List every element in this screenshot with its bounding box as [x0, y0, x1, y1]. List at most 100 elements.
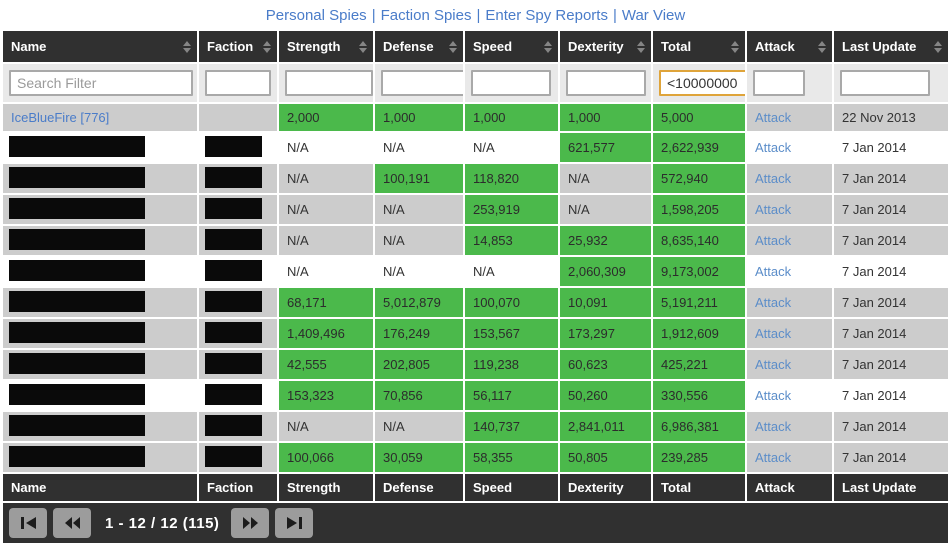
- faction-cell: [199, 412, 277, 441]
- table-row: 1,409,496 176,249 153,567 173,297 1,912,609 A…: [3, 319, 948, 348]
- attack-link[interactable]: Attack: [755, 140, 792, 155]
- filter-cell-name: [3, 64, 197, 102]
- column-header-faction[interactable]: Faction: [199, 31, 277, 62]
- sort-arrows-icon[interactable]: [934, 40, 942, 53]
- name-cell: [3, 443, 197, 472]
- attack-link[interactable]: Attack: [755, 450, 792, 465]
- name-cell: [3, 319, 197, 348]
- stat-cell-dexterity: 2,060,309: [560, 257, 651, 286]
- stat-cell-defense: 5,012,879: [375, 288, 463, 317]
- column-header-speed[interactable]: Speed: [465, 31, 558, 62]
- attack-cell: Attack: [747, 104, 832, 131]
- next-page-button[interactable]: [231, 508, 270, 538]
- attack-link[interactable]: Attack: [755, 264, 792, 279]
- column-header-last-update[interactable]: Last Update: [834, 31, 948, 62]
- filter-input-dexterity[interactable]: [566, 70, 646, 96]
- nav-link-personal-spies[interactable]: Personal Spies: [265, 7, 367, 24]
- attack-link[interactable]: Attack: [755, 326, 792, 341]
- filter-input-name[interactable]: [9, 70, 193, 96]
- stat-cell-total: 8,635,140: [653, 226, 745, 255]
- nav-link-faction-spies[interactable]: Faction Spies: [380, 7, 472, 24]
- stat-cell-dexterity: 60,623: [560, 350, 651, 379]
- filter-cell-attack: [747, 64, 832, 102]
- attack-link[interactable]: Attack: [755, 357, 792, 372]
- sort-arrows-icon[interactable]: [637, 40, 645, 53]
- column-header-name[interactable]: Name: [3, 31, 197, 62]
- stat-cell-dexterity: N/A: [560, 164, 651, 193]
- stat-cell-strength: 2,000: [279, 104, 373, 131]
- last-update-cell: 7 Jan 2014: [834, 195, 948, 224]
- last-update-cell: 7 Jan 2014: [834, 226, 948, 255]
- last-update-cell: 22 Nov 2013: [834, 104, 948, 131]
- stat-cell-dexterity: 621,577: [560, 133, 651, 162]
- stat-cell-speed: N/A: [465, 133, 558, 162]
- sort-arrows-icon[interactable]: [183, 40, 191, 53]
- stat-cell-dexterity: N/A: [560, 195, 651, 224]
- faction-cell: [199, 226, 277, 255]
- table-row: 42,555 202,805 119,238 60,623 425,221 Attack 7…: [3, 350, 948, 379]
- name-cell: [3, 288, 197, 317]
- attack-link[interactable]: Attack: [755, 110, 792, 125]
- redacted-faction: [205, 384, 262, 405]
- sort-arrows-icon[interactable]: [818, 40, 826, 53]
- last-update-cell: 7 Jan 2014: [834, 350, 948, 379]
- stat-cell-dexterity: 25,932: [560, 226, 651, 255]
- filter-input-defense[interactable]: [381, 70, 463, 96]
- faction-cell: [199, 133, 277, 162]
- attack-cell: Attack: [747, 350, 832, 379]
- last-update-cell: 7 Jan 2014: [834, 412, 948, 441]
- faction-cell: [199, 381, 277, 410]
- attack-link[interactable]: Attack: [755, 419, 792, 434]
- attack-link[interactable]: Attack: [755, 388, 792, 403]
- nav-link-war-view[interactable]: War View: [621, 7, 686, 24]
- column-header-strength[interactable]: Strength: [279, 31, 373, 62]
- stat-cell-speed: 56,117: [465, 381, 558, 410]
- stat-cell-strength: N/A: [279, 226, 373, 255]
- stat-cell-total: 5,191,211: [653, 288, 745, 317]
- faction-cell: [199, 443, 277, 472]
- first-page-button[interactable]: [9, 508, 47, 538]
- footer-header-row: Name Faction Strength Defense Speed Dexterity…: [3, 474, 948, 501]
- name-cell: IceBlueFire [776]: [3, 104, 197, 131]
- column-header-label: Dexterity: [568, 39, 624, 54]
- sort-arrows-icon[interactable]: [731, 40, 739, 53]
- redacted-name: [9, 415, 145, 436]
- table-row: IceBlueFire [776] 2,000 1,000 1,000 1,000 5,0…: [3, 104, 948, 131]
- filter-input-speed[interactable]: [471, 70, 551, 96]
- attack-link[interactable]: Attack: [755, 295, 792, 310]
- last-page-button[interactable]: [275, 508, 314, 538]
- sort-arrows-icon[interactable]: [359, 40, 367, 53]
- stat-cell-strength: N/A: [279, 195, 373, 224]
- footer-column-strength: Strength: [279, 474, 373, 501]
- stat-cell-speed: 14,853: [465, 226, 558, 255]
- filter-input-faction[interactable]: [205, 70, 271, 96]
- filter-input-last-update[interactable]: [840, 70, 930, 96]
- stat-cell-strength: N/A: [279, 412, 373, 441]
- attack-link[interactable]: Attack: [755, 233, 792, 248]
- sort-arrows-icon[interactable]: [544, 40, 552, 53]
- previous-page-button[interactable]: [53, 508, 91, 538]
- column-header-total[interactable]: Total: [653, 31, 745, 62]
- attack-link[interactable]: Attack: [755, 202, 792, 217]
- filter-cell-faction: [199, 64, 277, 102]
- stat-cell-speed: 100,070: [465, 288, 558, 317]
- sort-arrows-icon[interactable]: [449, 40, 457, 53]
- column-header-defense[interactable]: Defense: [375, 31, 463, 62]
- stat-cell-defense: 176,249: [375, 319, 463, 348]
- column-header-dexterity[interactable]: Dexterity: [560, 31, 651, 62]
- nav-link-enter-spy-reports[interactable]: Enter Spy Reports: [485, 7, 608, 24]
- column-header-label: Last Update: [842, 39, 917, 54]
- table-row: N/A 100,191 118,820 N/A 572,940 Attack 7 Jan 2…: [3, 164, 948, 193]
- sort-arrows-icon[interactable]: [263, 40, 271, 53]
- name-cell: [3, 350, 197, 379]
- player-name-link[interactable]: IceBlueFire [776]: [11, 110, 110, 125]
- first-page-icon: [20, 517, 36, 529]
- filter-input-total[interactable]: [659, 70, 745, 96]
- pagination-bar: 1 - 12 / 12 (115): [3, 503, 948, 543]
- stat-cell-defense: N/A: [375, 133, 463, 162]
- stat-cell-total: 425,221: [653, 350, 745, 379]
- attack-link[interactable]: Attack: [755, 171, 792, 186]
- filter-input-strength[interactable]: [285, 70, 373, 96]
- column-header-attack[interactable]: Attack: [747, 31, 832, 62]
- filter-input-attack[interactable]: [753, 70, 805, 96]
